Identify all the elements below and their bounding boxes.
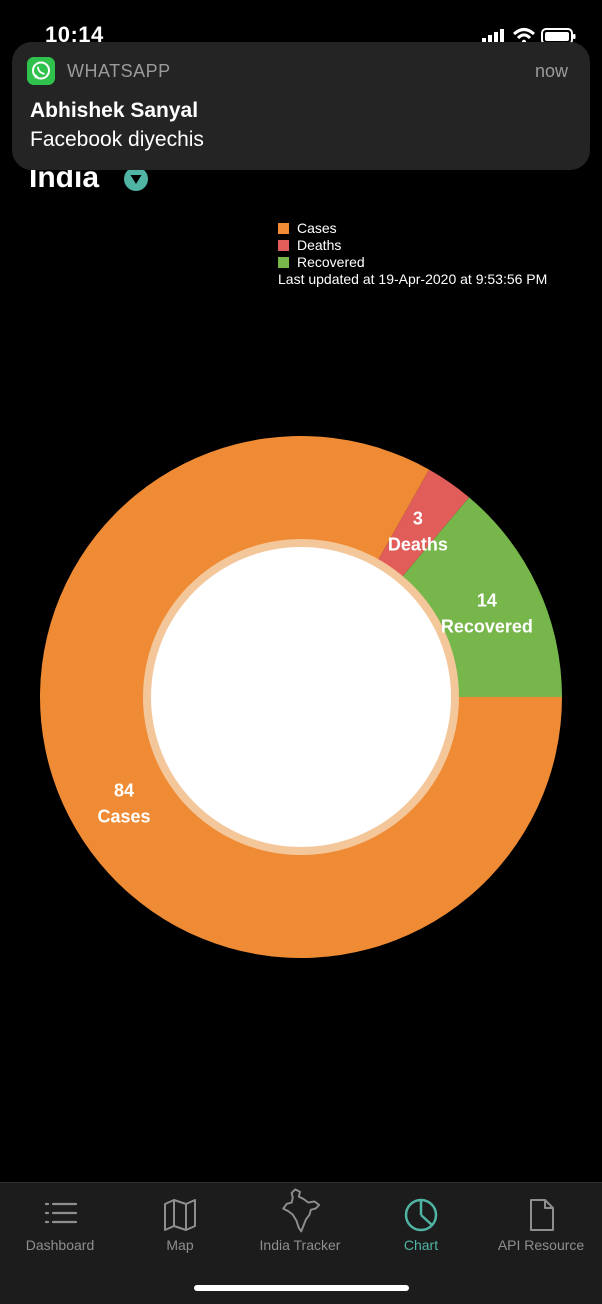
tab-label: India Tracker (259, 1237, 341, 1253)
tab-label: Chart (403, 1237, 439, 1253)
slice-category-label: Recovered (441, 617, 533, 637)
tab-label: Map (166, 1237, 194, 1253)
legend-label: Cases (297, 220, 337, 236)
slice-category-label: Deaths (388, 535, 448, 555)
legend-swatch-deaths (278, 240, 289, 251)
legend-swatch-cases (278, 223, 289, 234)
legend-swatch-recovered (278, 257, 289, 268)
pie-chart-icon (404, 1198, 438, 1232)
tab-bar: Dashboard Map India Tracker Chart API Re… (0, 1182, 602, 1304)
map-icon (164, 1199, 196, 1231)
last-updated-text: Last updated at 19-Apr-2020 at 9:53:56 P… (278, 271, 548, 287)
tab-api-resource[interactable]: API Resource (481, 1183, 601, 1263)
signal-icon (482, 29, 504, 44)
legend-label: Recovered (297, 254, 365, 270)
donut-hole (151, 547, 451, 847)
tab-label: API Resource (497, 1237, 585, 1253)
slice-value-label: 3 (413, 509, 423, 529)
notification-app-name: WHATSAPP (67, 61, 171, 81)
home-indicator (194, 1285, 409, 1291)
status-icons (482, 28, 576, 45)
notification-banner[interactable]: WHATSAPP now Abhishek Sanyal Facebook di… (12, 42, 590, 170)
whatsapp-icon (27, 57, 55, 85)
slice-category-label: Cases (97, 806, 150, 826)
tab-india-tracker[interactable]: India Tracker (240, 1183, 360, 1263)
donut-chart: 84 Cases 3 Deaths 14 Recovered (40, 436, 563, 959)
list-icon (44, 1202, 78, 1224)
chart-labels: 84 Cases 3 Deaths 14 Recovered (97, 509, 532, 827)
document-icon (530, 1199, 554, 1231)
notification-body: Facebook diyechis (30, 128, 204, 151)
chevron-down-icon[interactable] (124, 167, 148, 191)
notification-title: Abhishek Sanyal (30, 99, 199, 122)
tab-label: Dashboard (25, 1237, 95, 1253)
slice-value-label: 14 (477, 591, 497, 611)
notification-time: now (534, 61, 568, 81)
tab-dashboard[interactable]: Dashboard (0, 1183, 120, 1263)
slice-value-label: 84 (114, 780, 134, 800)
tab-chart[interactable]: Chart (361, 1183, 481, 1263)
india-map-icon (282, 1188, 321, 1233)
legend-label: Deaths (297, 237, 342, 253)
tab-map[interactable]: Map (120, 1183, 240, 1263)
